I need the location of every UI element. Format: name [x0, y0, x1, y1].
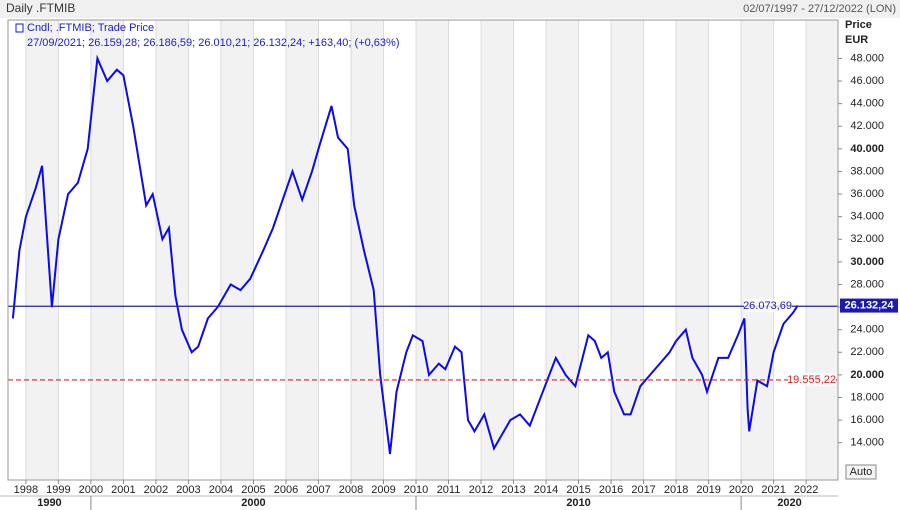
year-band — [90, 20, 124, 480]
x-tick-label: 2015 — [566, 484, 590, 496]
decade-label: 1990 — [37, 497, 61, 509]
x-tick-label: 2000 — [79, 484, 103, 496]
y-tick-label: 18.000 — [850, 391, 884, 403]
year-band — [220, 20, 254, 480]
y-tick-label: 36.000 — [850, 188, 884, 200]
last-price-box — [840, 298, 898, 313]
y-axis-unit: EUR — [845, 34, 868, 46]
year-band — [155, 20, 189, 480]
x-tick-label: 2010 — [404, 484, 428, 496]
reference-label-bg — [788, 372, 836, 386]
x-tick-label: 2018 — [664, 484, 688, 496]
header-bar — [0, 0, 900, 18]
price-line — [11, 54, 799, 455]
x-tick-label: 2016 — [599, 484, 623, 496]
header-title: Daily .FTMIB — [6, 1, 75, 15]
x-tick-label: 1998 — [14, 484, 38, 496]
x-tick-label: 2021 — [761, 484, 785, 496]
x-tick-label: 1999 — [46, 484, 70, 496]
year-band — [481, 20, 514, 480]
x-tick-label: 2020 — [729, 484, 753, 496]
auto-button-label[interactable]: Auto — [850, 466, 873, 478]
legend-values: 27/09/2021; 26.159,28; 26.186,59; 26.010… — [27, 37, 399, 49]
y-tick-label: 16.000 — [850, 414, 884, 426]
x-tick-label: 2004 — [209, 484, 233, 496]
decade-label: 2010 — [566, 497, 590, 509]
x-tick-label: 2003 — [176, 484, 200, 496]
x-tick-label: 2014 — [534, 484, 558, 496]
year-band — [416, 20, 449, 480]
x-tick-label: 2009 — [371, 484, 395, 496]
y-tick-label: 40.000 — [850, 143, 884, 155]
year-band — [741, 20, 774, 480]
x-tick-label: 2006 — [274, 484, 298, 496]
auto-button[interactable] — [845, 464, 877, 480]
legend-title: Cndl; .FTMIB; Trade Price — [27, 22, 154, 34]
plot-background — [25, 20, 838, 480]
y-tick-label: 38.000 — [850, 165, 884, 177]
last-price-label: 26.132,24 — [845, 299, 895, 311]
legend-icon — [15, 23, 24, 33]
header-range: 02/07/1997 - 27/12/2022 (LON) — [743, 3, 896, 15]
y-tick-label: 32.000 — [850, 233, 884, 245]
x-tick-label: 2022 — [794, 484, 818, 496]
y-axis-title: Price — [845, 19, 872, 31]
y-tick-label: 24.000 — [850, 324, 884, 336]
x-tick-label: 2008 — [339, 484, 363, 496]
y-tick-label: 30.000 — [850, 256, 884, 268]
x-tick-label: 2017 — [631, 484, 655, 496]
x-tick-label: 2007 — [306, 484, 330, 496]
year-band — [806, 20, 838, 480]
decade-label: 2000 — [241, 497, 265, 509]
y-tick-label: 14.000 — [850, 437, 884, 449]
y-tick-label: 48.000 — [850, 52, 884, 64]
x-tick-label: 2005 — [241, 484, 265, 496]
year-band — [611, 20, 644, 480]
y-tick-label: 22.000 — [850, 346, 884, 358]
year-band — [676, 20, 709, 480]
year-band — [546, 20, 579, 480]
y-tick-label: 42.000 — [850, 120, 884, 132]
year-band — [350, 20, 384, 480]
y-tick-label: 34.000 — [850, 211, 884, 223]
year-band — [25, 20, 59, 480]
x-tick-label: 2013 — [501, 484, 525, 496]
y-tick-label: 20.000 — [850, 369, 884, 381]
reference-label-bg — [744, 299, 792, 313]
reference-label: 26.073,69 — [743, 300, 792, 312]
x-tick-label: 2012 — [469, 484, 493, 496]
x-tick-label: 2002 — [144, 484, 168, 496]
y-tick-label: 44.000 — [850, 98, 884, 110]
x-tick-label: 2019 — [696, 484, 720, 496]
reference-label: 19.555,22 — [787, 374, 836, 386]
y-tick-label: 46.000 — [850, 75, 884, 87]
x-tick-label: 2011 — [437, 484, 461, 496]
plot-frame — [7, 19, 839, 481]
plot: 26.073,69 19.555,22 — [8, 54, 838, 455]
y-tick-label: 28.000 — [850, 278, 884, 290]
decade-label: 2020 — [777, 497, 801, 509]
year-band — [285, 20, 319, 480]
x-tick-label: 2001 — [111, 484, 135, 496]
